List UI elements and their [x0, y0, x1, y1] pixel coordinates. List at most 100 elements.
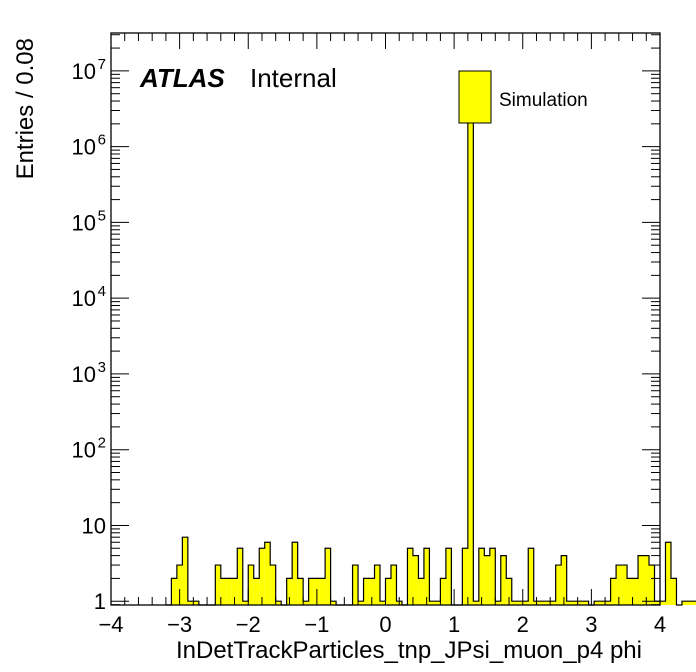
x-tick-label: 2	[517, 612, 529, 637]
histogram-bar	[687, 601, 693, 605]
histogram-bar	[511, 601, 518, 605]
histogram-bar	[369, 578, 375, 605]
x-tick-label: 0	[379, 612, 391, 637]
y-tick-exponent: 4	[98, 283, 106, 300]
histogram-bar	[215, 565, 221, 605]
histogram-bar	[583, 601, 589, 605]
legend-swatch	[458, 70, 492, 124]
y-tick-label: 310	[72, 359, 106, 387]
histogram-bar	[171, 578, 177, 605]
histogram-bar	[237, 548, 243, 605]
histogram-bar	[434, 601, 441, 605]
histogram-bar	[522, 601, 529, 605]
histogram-bar	[325, 548, 331, 605]
histogram-bar	[594, 601, 600, 605]
histogram-bar	[599, 601, 606, 605]
histogram-bar	[275, 601, 282, 605]
histogram-bar	[292, 542, 298, 605]
histogram-bar	[286, 578, 293, 605]
plot-frame	[110, 32, 661, 606]
histogram-bar	[226, 578, 232, 605]
histogram-bar	[544, 601, 551, 605]
histogram-bar	[330, 601, 337, 605]
histogram-bar	[500, 555, 507, 605]
histogram-bars	[165, 115, 696, 606]
x-tick-label: −2	[236, 612, 261, 637]
y-tick-label: 10	[82, 513, 106, 538]
histogram-bar	[506, 578, 512, 605]
histogram-bar	[418, 578, 424, 605]
histogram-bar	[297, 578, 304, 605]
y-tick-label: 1	[94, 589, 106, 614]
y-tick-label: 610	[72, 132, 106, 160]
x-tick-labels: −4 −3 −2 −1 0 1 2 3 4	[98, 612, 666, 637]
histogram-bar	[660, 601, 666, 605]
histogram-bar	[423, 548, 430, 605]
histogram-bar	[572, 601, 578, 605]
histogram-bar	[176, 565, 183, 605]
histogram-bar	[253, 578, 260, 605]
histogram-bar	[259, 548, 265, 605]
histogram-bar	[632, 578, 639, 605]
histogram-bar	[231, 578, 238, 605]
histogram-bar	[566, 601, 573, 605]
y-tick-base: 10	[72, 362, 96, 387]
y-tick-exponent: 3	[98, 359, 106, 376]
y-tick-exponent: 6	[98, 132, 106, 149]
histogram-bar	[193, 601, 199, 605]
histogram-bar	[627, 578, 633, 605]
y-tick-base: 10	[72, 210, 96, 235]
histogram-bar	[654, 601, 660, 605]
x-axis-title: InDetTrackParticles_tnp_JPsi_muon_p4 phi	[176, 637, 642, 664]
histogram-bar	[473, 601, 479, 605]
histogram-bar	[665, 542, 671, 605]
y-tick-base: 10	[72, 286, 96, 311]
histogram-bar	[270, 565, 276, 605]
histogram-bar	[539, 601, 545, 605]
histogram-bar	[380, 601, 386, 605]
y-tick-base: 10	[72, 135, 96, 160]
histogram-bar	[187, 601, 194, 605]
internal-label: Internal	[250, 63, 337, 93]
atlas-label: ATLAS	[139, 63, 225, 93]
histogram-bar	[363, 578, 370, 605]
y-tick-label: 510	[72, 207, 106, 235]
x-tick-label: 3	[585, 612, 597, 637]
x-tick-label: −3	[167, 612, 192, 637]
histogram-bar	[374, 565, 381, 605]
histogram-bar	[605, 601, 611, 605]
histogram-bar	[489, 548, 496, 605]
histogram-bar	[182, 537, 188, 605]
y-axis-title: Entries / 0.08	[12, 38, 39, 179]
x-tick-label: −4	[98, 612, 123, 637]
histogram-bar	[319, 578, 326, 605]
histogram-bar	[407, 548, 413, 605]
histogram-bar	[670, 578, 677, 605]
legend-label: Simulation	[499, 90, 588, 111]
histogram-bar	[484, 555, 490, 605]
histogram-bar	[577, 601, 584, 605]
histogram-bar	[528, 548, 534, 605]
axis-ticks	[110, 33, 661, 606]
histogram-bar	[638, 555, 644, 605]
y-tick-label: 210	[72, 435, 106, 463]
histogram-bar	[248, 565, 254, 605]
y-tick-base: 10	[82, 513, 106, 538]
histogram-bar	[220, 578, 227, 605]
histogram-bar	[308, 578, 315, 605]
histogram-bar	[242, 601, 249, 605]
histogram-bar	[467, 115, 474, 606]
y-tick-base: 10	[72, 438, 96, 463]
y-tick-exponent: 7	[98, 56, 106, 73]
y-tick-base: 10	[72, 59, 96, 84]
histogram-bar	[616, 565, 622, 605]
histogram-bar	[264, 542, 271, 605]
histogram-bar	[561, 555, 567, 605]
x-tick-label: 4	[654, 612, 666, 637]
histogram-bar	[681, 601, 688, 605]
histogram-bar	[352, 565, 359, 605]
histogram-bar	[517, 601, 523, 605]
histogram-bar	[495, 601, 501, 605]
